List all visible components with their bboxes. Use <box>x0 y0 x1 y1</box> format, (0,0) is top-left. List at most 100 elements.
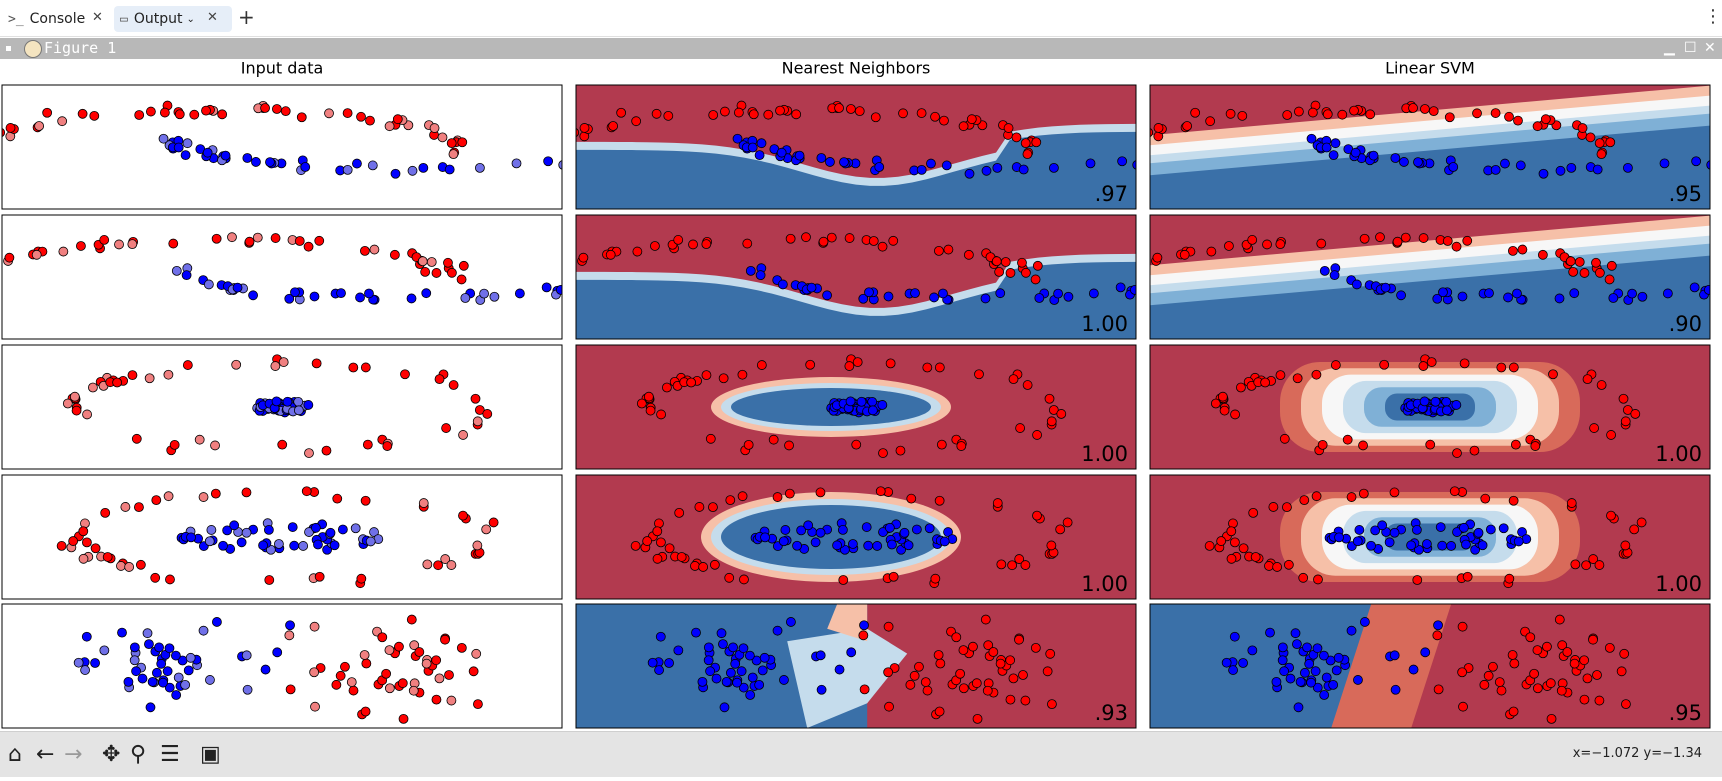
scatter-point <box>194 434 205 445</box>
scatter-point <box>360 706 371 717</box>
scatter-point <box>776 147 787 158</box>
scatter-point <box>431 694 442 705</box>
scatter-point <box>263 524 274 535</box>
scatter-point <box>1621 699 1631 710</box>
tab-console[interactable]: >_ Console <box>8 6 108 32</box>
scatter-point <box>514 288 525 299</box>
scatter-point <box>742 238 753 249</box>
scatter-point <box>955 668 966 679</box>
configure-subplots-icon[interactable]: ☰ <box>160 742 180 767</box>
axes-frame <box>1 474 563 600</box>
scatter-point <box>89 110 100 121</box>
scatter-point <box>406 614 417 625</box>
scatter-point <box>563 267 572 276</box>
scatter-point <box>180 150 191 161</box>
scatter-point <box>1530 441 1541 451</box>
scatter-point <box>785 233 796 244</box>
scatter-point <box>473 699 483 710</box>
scatter-point <box>909 670 920 681</box>
scatter-point <box>858 630 869 641</box>
scatter-point <box>1045 648 1056 659</box>
scatter-point <box>875 486 886 497</box>
scatter-point <box>71 405 82 416</box>
scatter-point <box>1229 631 1240 642</box>
axes-frame <box>1149 344 1711 470</box>
scatter-point <box>470 393 481 404</box>
home-icon[interactable]: ⌂ <box>8 742 22 767</box>
scatter-point <box>181 270 192 281</box>
tab-console-label: Console <box>29 11 86 27</box>
chevron-down-icon[interactable]: ⌄ <box>186 13 195 25</box>
scatter-point <box>958 121 969 132</box>
column-title: Input data <box>241 60 324 78</box>
scatter-point <box>156 658 167 669</box>
scatter-point <box>922 685 933 696</box>
scatter-point <box>1221 657 1232 668</box>
scatter-point <box>384 645 395 655</box>
scatter-point <box>1014 634 1024 645</box>
scatter-point <box>362 439 373 450</box>
close-icon[interactable]: ✕ <box>207 10 218 25</box>
scatter-point <box>364 288 374 299</box>
tab-output[interactable]: ▭ Output ⌄ <box>114 6 232 32</box>
scatter-point <box>5 123 16 133</box>
scatter-point <box>309 667 320 678</box>
scatter-point <box>1279 433 1290 444</box>
axes-frame <box>1 214 563 340</box>
scatter-point <box>716 628 727 639</box>
scatter-point <box>456 274 467 285</box>
scatter-point <box>1063 291 1074 302</box>
scatter-point <box>815 527 826 538</box>
scatter-point <box>883 621 894 632</box>
scatter-point <box>794 150 805 161</box>
scatter-point <box>838 575 849 585</box>
scatter-point <box>1433 620 1443 631</box>
scatter-point <box>874 162 885 172</box>
scatter-point <box>538 270 547 279</box>
close-icon[interactable]: ✕ <box>92 10 103 25</box>
scatter-point <box>1508 245 1518 256</box>
close-icon[interactable]: ✕ <box>1704 40 1716 56</box>
forward-arrow-icon[interactable]: → <box>64 742 83 767</box>
score-label: .95 <box>1669 701 1702 725</box>
scatter-point <box>251 157 261 167</box>
scatter-point <box>481 524 492 535</box>
scatter-point <box>1137 267 1146 276</box>
subplot-r3-c0 <box>1 474 563 600</box>
scatter-point <box>1494 677 1505 687</box>
minimize-icon[interactable]: ▁ <box>1664 40 1675 56</box>
scatter-point <box>123 676 134 687</box>
scatter-point <box>151 495 162 506</box>
scatter-point <box>68 536 79 546</box>
scatter-point <box>116 561 126 571</box>
back-arrow-icon[interactable]: ← <box>36 742 55 767</box>
scatter-point <box>1500 158 1510 169</box>
scatter-point <box>1250 552 1261 562</box>
scatter-point <box>448 380 459 390</box>
scatter-point <box>1311 369 1322 380</box>
scatter-point <box>355 292 365 303</box>
add-tab-icon[interactable]: + <box>238 5 255 29</box>
scatter-point <box>868 236 879 246</box>
maximize-icon[interactable]: ☐ <box>1684 40 1697 56</box>
scatter-point <box>203 279 214 290</box>
save-icon[interactable]: ▣ <box>200 742 221 767</box>
zoom-icon[interactable]: ⚲ <box>130 742 147 767</box>
scatter-point <box>688 239 698 250</box>
scatter-point <box>1350 147 1361 158</box>
scatter-point <box>1595 267 1605 278</box>
scatter-point <box>144 373 155 384</box>
score-label: 1.00 <box>1655 442 1702 466</box>
scatter-point <box>321 445 332 456</box>
scatter-point <box>57 116 68 127</box>
pan-icon[interactable]: ✥ <box>102 742 121 767</box>
scatter-point <box>359 650 370 660</box>
scatter-point <box>4 252 15 263</box>
scatter-point <box>241 527 252 538</box>
scatter-point <box>406 293 417 304</box>
scatter-point <box>1432 293 1443 304</box>
more-vertical-icon[interactable]: ⋮ <box>1704 6 1722 27</box>
scatter-point <box>796 525 807 536</box>
scatter-point <box>1629 524 1640 535</box>
scatter-point <box>1377 520 1388 531</box>
